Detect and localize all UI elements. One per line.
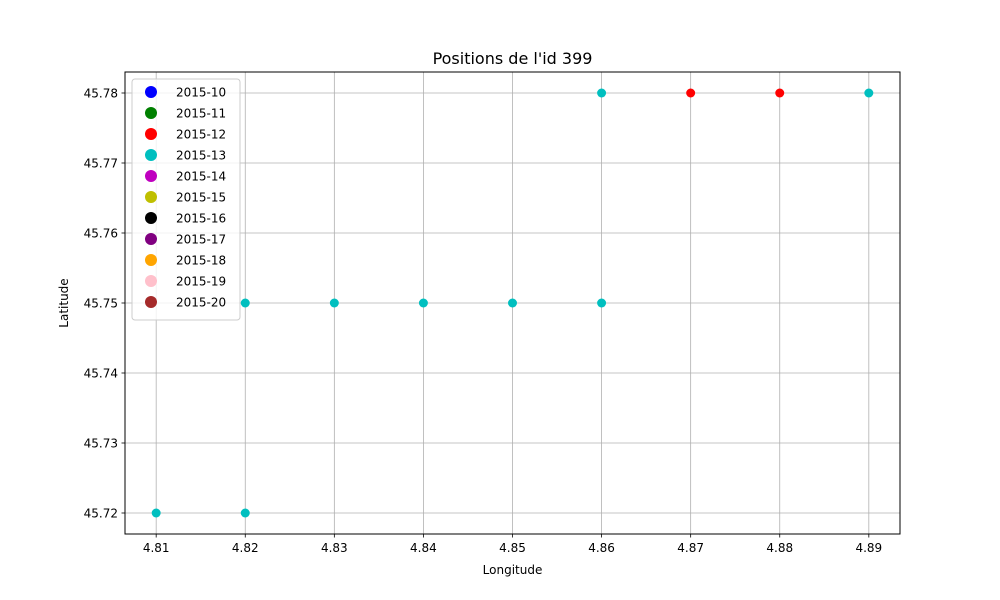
y-tick-label: 45.75 — [84, 297, 118, 311]
legend-label: 2015-14 — [176, 170, 226, 184]
x-tick-label: 4.83 — [321, 541, 348, 555]
x-tick-label: 4.81 — [143, 541, 170, 555]
data-points — [151, 88, 874, 518]
y-tick-label: 45.77 — [84, 157, 118, 171]
legend-label: 2015-13 — [176, 149, 226, 163]
legend-marker — [145, 86, 157, 98]
data-point — [329, 298, 339, 308]
x-tick-label: 4.87 — [677, 541, 704, 555]
y-axis-label: Latitude — [57, 278, 71, 327]
legend-marker — [145, 170, 157, 182]
legend-label: 2015-18 — [176, 254, 226, 268]
legend-label: 2015-17 — [176, 233, 226, 247]
legend-label: 2015-15 — [176, 191, 226, 205]
data-point — [775, 88, 785, 98]
data-point — [686, 88, 696, 98]
x-axis-ticks: 4.81 4.82 4.83 4.84 4.85 4.86 4.87 4.88 4.89 — [143, 534, 882, 555]
legend-marker — [145, 191, 157, 203]
y-tick-label: 45.76 — [84, 227, 118, 241]
x-tick-label: 4.86 — [588, 541, 615, 555]
data-point — [240, 298, 250, 308]
legend-marker — [145, 296, 157, 308]
data-point — [597, 298, 607, 308]
data-point — [240, 508, 250, 518]
legend-marker — [145, 233, 157, 245]
y-axis-ticks: 45.72 45.73 45.74 45.75 45.76 45.77 45.78 — [84, 87, 125, 521]
legend-box — [131, 78, 241, 321]
legend-marker — [145, 254, 157, 266]
legend-label: 2015-12 — [176, 128, 226, 142]
data-point — [151, 508, 161, 518]
chart-title: Positions de l'id 399 — [433, 49, 593, 68]
legend-label: 2015-11 — [176, 107, 226, 121]
y-tick-label: 45.73 — [84, 437, 118, 451]
x-axis-label: Longitude — [483, 563, 543, 577]
data-point — [864, 88, 874, 98]
legend-label: 2015-16 — [176, 212, 226, 226]
legend-marker — [145, 212, 157, 224]
legend-marker — [145, 128, 157, 140]
legend-marker — [145, 149, 157, 161]
data-point — [508, 298, 517, 308]
legend-marker — [145, 275, 157, 287]
x-tick-label: 4.89 — [855, 541, 882, 555]
x-tick-label: 4.85 — [499, 541, 526, 555]
legend-label: 2015-19 — [176, 275, 226, 289]
x-tick-label: 4.88 — [766, 541, 793, 555]
data-point — [418, 298, 428, 308]
x-tick-label: 4.84 — [410, 541, 437, 555]
legend: 2015-10 2015-11 2015-12 2015-13 2015-14 2015-… — [131, 78, 241, 321]
y-tick-label: 45.72 — [84, 507, 118, 521]
x-tick-label: 4.82 — [232, 541, 259, 555]
y-tick-label: 45.78 — [84, 87, 118, 101]
y-tick-label: 45.74 — [84, 367, 118, 381]
legend-label: 2015-20 — [176, 296, 226, 310]
legend-marker — [145, 107, 157, 119]
data-point — [597, 88, 607, 98]
legend-label: 2015-10 — [176, 86, 226, 100]
